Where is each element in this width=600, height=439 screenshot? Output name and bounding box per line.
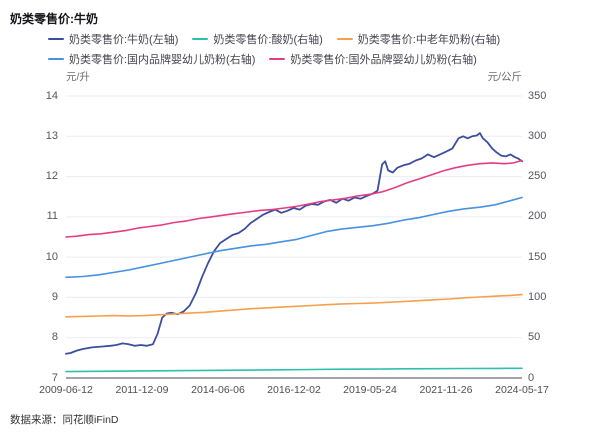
legend-label: 奶类零售价:国外品牌婴幼儿奶粉(右轴) [290,54,477,66]
axis-tick-label: 150 [528,250,547,263]
legend-line-marker [192,38,209,40]
axis-tick-label: 0 [528,371,535,384]
legend-line-marker [336,38,353,40]
legend-label: 奶类零售价:国内品牌婴幼儿奶粉(右轴) [69,54,256,66]
chart-legend: 奶类零售价:牛奶(左轴) 奶类零售价:酸奶(右轴) 奶类零售价:中老年奶粉(右轴) 奶… [48,31,548,67]
axis-tick-label: 100 [528,290,547,303]
legend-label: 奶类零售价:牛奶(左轴) [69,34,179,46]
axis-tick-label: 12 [45,170,58,183]
page-title: 奶类零售价:牛奶 [10,12,98,26]
axis-tick-label: 14 [45,89,58,102]
axis-tick-label: 11 [46,210,58,223]
axis-tick-label: 50 [528,331,541,344]
right-axis-unit-label: 元/公斤 [487,71,522,83]
legend-line-marker [48,58,64,60]
axis-tick-label: 300 [528,129,547,142]
x-axis-tick-label: 2021-11-26 [419,384,473,396]
series-line-4 [65,159,523,238]
axis-tick-label: 8 [51,331,58,344]
axis-tick-label: 10 [45,250,58,263]
legend-line-marker [269,58,286,60]
x-axis-tick-label: 2019-05-24 [343,384,397,396]
axis-tick-label: 250 [528,170,547,183]
data-source-note: 数据来源：同花顺iFinD [10,414,119,426]
legend-item-2[interactable]: 奶类零售价:中老年奶粉(右轴) [336,31,501,47]
x-axis-tick-label: 2011-12-09 [115,384,169,396]
axis-tick-label: 350 [528,89,547,102]
x-axis-tick-label: 2016-12-02 [267,384,321,396]
axis-tick-label: 9 [51,290,58,303]
legend-line-marker [48,38,64,40]
legend-row: 奶类零售价:国内品牌婴幼儿奶粉(右轴) 奶类零售价:国外品牌婴幼儿奶粉(右轴) [48,51,548,67]
legend-item-0[interactable]: 奶类零售价:牛奶(左轴) [48,31,178,47]
series-line-3 [65,196,523,279]
left-axis-unit-label: 元/升 [66,71,90,83]
legend-item-3[interactable]: 奶类零售价:国内品牌婴幼儿奶粉(右轴) [48,51,255,67]
series-line-2 [65,293,523,318]
x-axis-tick-label: 2014-06-06 [191,384,245,396]
x-axis-tick-label: 2009-06-12 [39,384,93,396]
axis-tick-label: 13 [45,129,58,142]
legend-label: 奶类零售价:中老年奶粉(右轴) [357,34,501,46]
axis-tick-label: 7 [51,371,58,384]
legend-row: 奶类零售价:牛奶(左轴) 奶类零售价:酸奶(右轴) 奶类零售价:中老年奶粉(右轴) [48,31,548,47]
x-axis-tick-label: 2024-05-17 [495,384,549,396]
legend-label: 奶类零售价:酸奶(右轴) [213,34,323,46]
legend-item-4[interactable]: 奶类零售价:国外品牌婴幼儿奶粉(右轴) [269,51,477,67]
series-line-1 [65,367,523,373]
axis-tick-label: 200 [528,210,547,223]
series-line-0 [65,132,523,355]
legend-item-1[interactable]: 奶类零售价:酸奶(右轴) [192,31,323,47]
